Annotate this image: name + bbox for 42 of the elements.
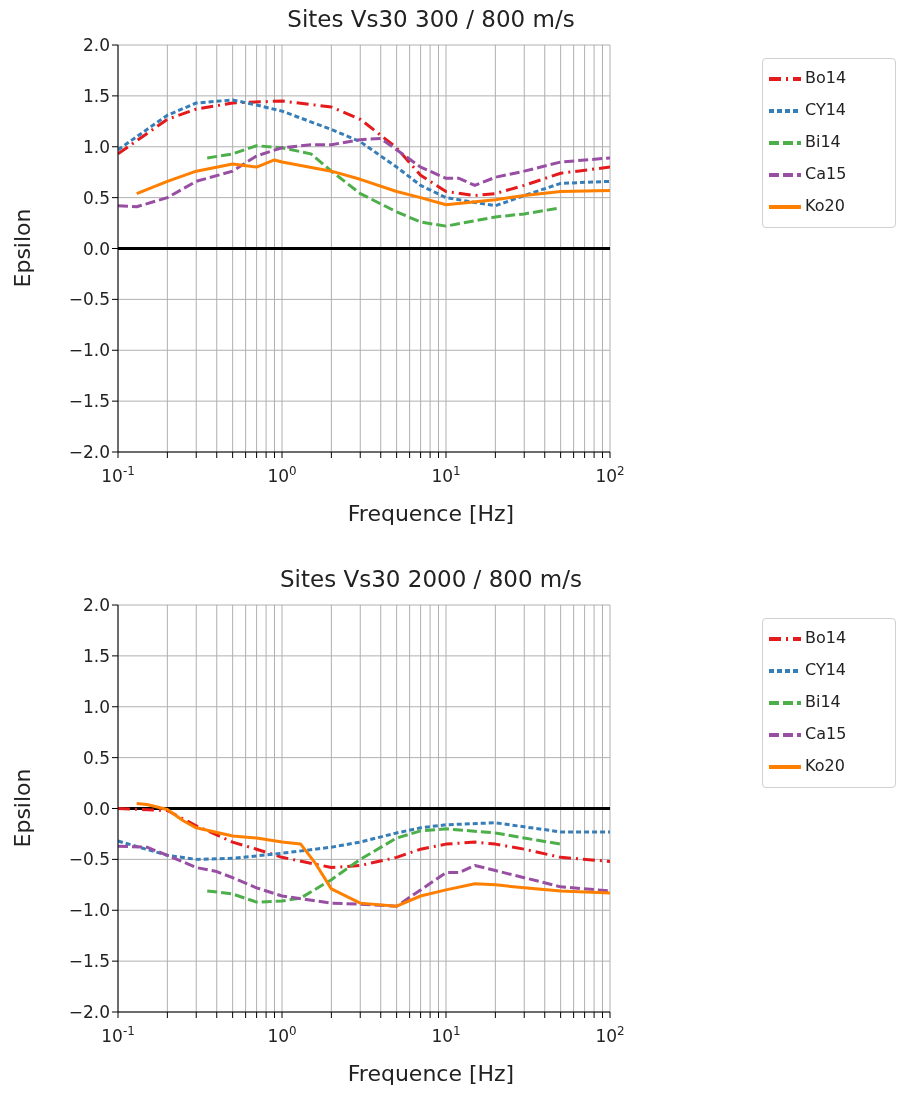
y-tick-label: 0.0 (82, 238, 110, 259)
legend-label: CY14 (805, 659, 847, 679)
legend-label: Ko20 (805, 755, 845, 775)
x-tick-label: 10$^{2}$ (595, 464, 625, 486)
y-tick-label: 1.0 (82, 136, 110, 157)
x-tick-label: 10$^{0}$ (267, 464, 297, 486)
y-tick-label: −0.5 (68, 849, 110, 870)
y-tick-label: 1.5 (82, 645, 110, 666)
chart-title: Sites Vs30 300 / 800 m/s (286, 6, 576, 32)
legend-label: Bi14 (805, 131, 841, 151)
y-tick-label: 1.0 (82, 696, 110, 717)
chart-title: Sites Vs30 2000 / 800 m/s (279, 566, 583, 592)
y-tick-label: −2.0 (68, 1002, 110, 1023)
y-tick-label: −1.5 (68, 951, 110, 972)
x-tick-label: 10$^{-1}$ (101, 464, 135, 486)
y-tick-label: 0.0 (82, 798, 110, 819)
y-tick-label: 0.5 (82, 747, 110, 768)
legend-label: Bo14 (805, 627, 847, 647)
y-tick-label: −1.0 (68, 900, 110, 921)
y-tick-label: 2.0 (82, 35, 110, 56)
x-tick-label: 10$^{-1}$ (101, 1024, 135, 1046)
legend-label: Ca15 (805, 163, 847, 183)
legend-label: Bo14 (805, 67, 847, 87)
x-tick-label: 10$^{1}$ (431, 1024, 461, 1046)
y-axis-title: Epsilon (10, 768, 35, 848)
y-axis-title: Epsilon (10, 208, 35, 288)
x-axis-title: Frequence [Hz] (347, 501, 515, 526)
y-tick-label: 0.5 (82, 187, 110, 208)
y-tick-label: −2.0 (68, 442, 110, 463)
x-tick-label: 10$^{1}$ (431, 464, 461, 486)
y-tick-label: −1.0 (68, 340, 110, 361)
x-axis-title: Frequence [Hz] (347, 1061, 515, 1086)
legend-label: CY14 (805, 99, 847, 119)
legend-label: Bi14 (805, 691, 841, 711)
legend-label: Ca15 (805, 723, 847, 743)
y-tick-label: 1.5 (82, 85, 110, 106)
y-tick-label: −0.5 (68, 289, 110, 310)
x-tick-label: 10$^{2}$ (595, 1024, 625, 1046)
x-tick-label: 10$^{0}$ (267, 1024, 297, 1046)
y-tick-label: 2.0 (82, 595, 110, 616)
y-tick-label: −1.5 (68, 391, 110, 412)
legend-label: Ko20 (805, 195, 845, 215)
